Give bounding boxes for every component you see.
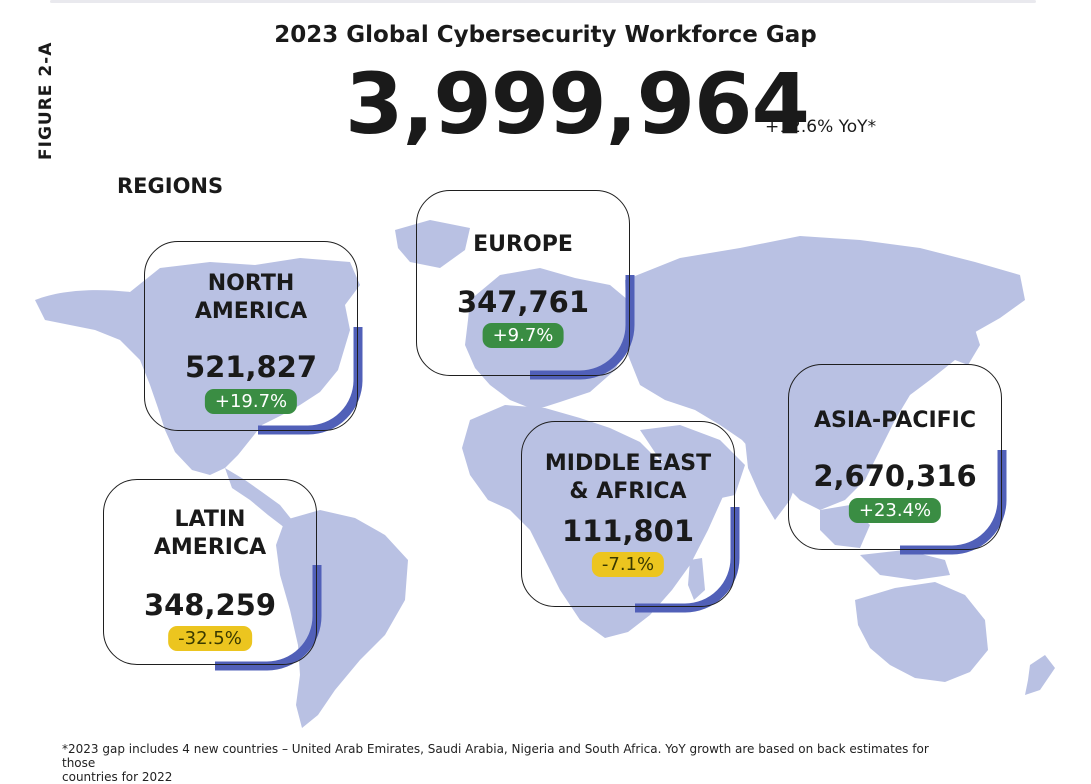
region-name-line1: LATIN: [174, 507, 246, 532]
region-gap-value: 111,801: [561, 514, 695, 548]
total-gap-yoy: +12.6% YoY*: [765, 117, 877, 137]
chart-title: 2023 Global Cybersecurity Workforce Gap: [274, 22, 817, 48]
region-name-line1: MIDDLE EAST: [544, 451, 712, 476]
region-name-line1: NORTH: [207, 271, 295, 296]
region-gap-value: 521,827: [184, 350, 318, 384]
india-landmass: [745, 435, 805, 520]
region-card-north-america: NORTH AMERICA 521,827 +19.7%: [144, 241, 358, 431]
region-gap-value: 347,761: [456, 285, 590, 319]
region-name-line2: AMERICA: [153, 535, 267, 560]
region-name-line2: AMERICA: [194, 299, 308, 324]
footnote-line2: countries for 2022: [62, 770, 173, 784]
region-name-line1: ASIA-PACIFIC: [813, 408, 977, 433]
region-card-europe: EUROPE 347,761 +9.7%: [416, 190, 630, 376]
top-divider: [50, 0, 1036, 3]
region-yoy-badge: -32.5%: [168, 626, 252, 651]
region-yoy-badge: +9.7%: [482, 323, 564, 348]
region-yoy-badge: +19.7%: [204, 389, 298, 414]
region-yoy-badge: -7.1%: [591, 552, 665, 577]
regions-heading: REGIONS: [117, 174, 224, 198]
region-name-line1: EUROPE: [473, 232, 573, 257]
region-card-middle-east-africa: MIDDLE EAST & AFRICA 111,801 -7.1%: [521, 421, 735, 607]
region-name-line2: & AFRICA: [569, 479, 687, 504]
region-gap-value: 2,670,316: [813, 459, 977, 493]
north-america-landmass: [35, 258, 360, 475]
region-gap-value: 348,259: [143, 588, 277, 622]
japan-landmass: [955, 320, 980, 365]
total-gap-value: 3,999,964: [345, 55, 810, 153]
greenland-landmass: [395, 220, 470, 268]
asia-landmass: [625, 236, 1025, 510]
footnote-line1: *2023 gap includes 4 new countries – Uni…: [62, 742, 929, 770]
indonesia-landmass: [860, 550, 950, 580]
footnote: *2023 gap includes 4 new countries – Uni…: [62, 742, 962, 784]
region-card-latin-america: LATIN AMERICA 348,259 -32.5%: [103, 479, 317, 665]
australia-landmass: [855, 582, 988, 682]
region-yoy-badge: +23.4%: [848, 498, 942, 523]
region-card-asia-pacific: ASIA-PACIFIC 2,670,316 +23.4%: [788, 364, 1002, 550]
south-america-landmass: [276, 510, 408, 728]
new-zealand-landmass: [1025, 655, 1055, 695]
central-america-landmass: [225, 468, 292, 528]
